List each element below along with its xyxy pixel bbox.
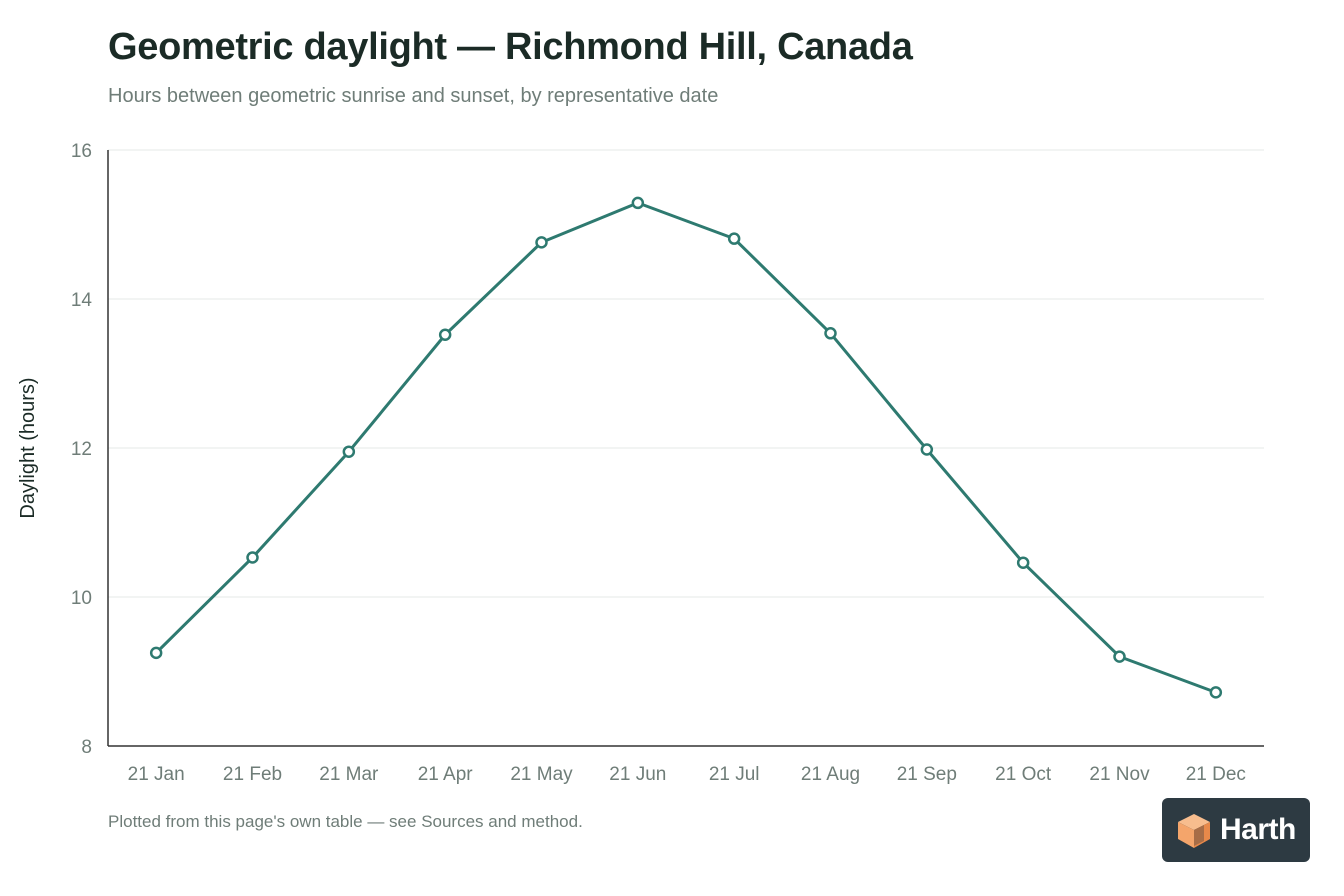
chart-title: Geometric daylight — Richmond Hill, Cana… [108, 26, 913, 68]
x-tick-label: 21 Feb [223, 764, 282, 785]
x-tick-label: 21 Mar [319, 764, 379, 785]
data-point [631, 196, 645, 210]
data-point [824, 327, 837, 340]
cube-logo-icon [1178, 814, 1210, 848]
harth-logo[interactable]: Harth [1162, 798, 1310, 862]
x-tick-label: 21 Nov [1089, 764, 1150, 785]
data-point [438, 328, 452, 342]
data-point [1113, 650, 1126, 663]
x-tick-label: 21 May [510, 764, 573, 785]
x-tick-label: 21 Jan [128, 764, 185, 785]
data-point [727, 232, 741, 245]
y-axis-title: Daylight (hours) [17, 377, 39, 518]
logo-text: Harth [1220, 813, 1296, 846]
x-tick-label: 21 Jul [709, 764, 760, 785]
y-tick-label: 8 [81, 737, 92, 758]
daylight-line-chart: 8 10 12 14 16 Daylight (hours) 21 Jan 21 Feb 21 … [17, 141, 1264, 785]
y-tick-label: 16 [71, 141, 92, 162]
y-tick-label: 12 [71, 439, 92, 460]
data-point [1016, 556, 1030, 569]
data-point [920, 443, 934, 456]
data-point [342, 445, 356, 458]
y-tick-label: 10 [71, 588, 92, 609]
x-tick-label: 21 Oct [995, 764, 1052, 785]
data-point [535, 236, 548, 249]
x-tick-label: 21 Aug [801, 764, 860, 785]
data-point [149, 646, 163, 660]
chart-subtitle: Hours between geometric sunrise and suns… [108, 85, 719, 107]
x-tick-label: 21 Sep [897, 764, 957, 785]
series-line [154, 201, 1218, 694]
y-tick-label: 14 [71, 290, 93, 311]
data-point [1209, 686, 1223, 699]
footnote: Plotted from this page's own table — see… [108, 812, 583, 831]
data-point [246, 551, 259, 564]
x-tick-label: 21 Apr [418, 764, 474, 785]
x-tick-label: 21 Dec [1186, 764, 1246, 785]
x-tick-label: 21 Jun [609, 764, 666, 785]
